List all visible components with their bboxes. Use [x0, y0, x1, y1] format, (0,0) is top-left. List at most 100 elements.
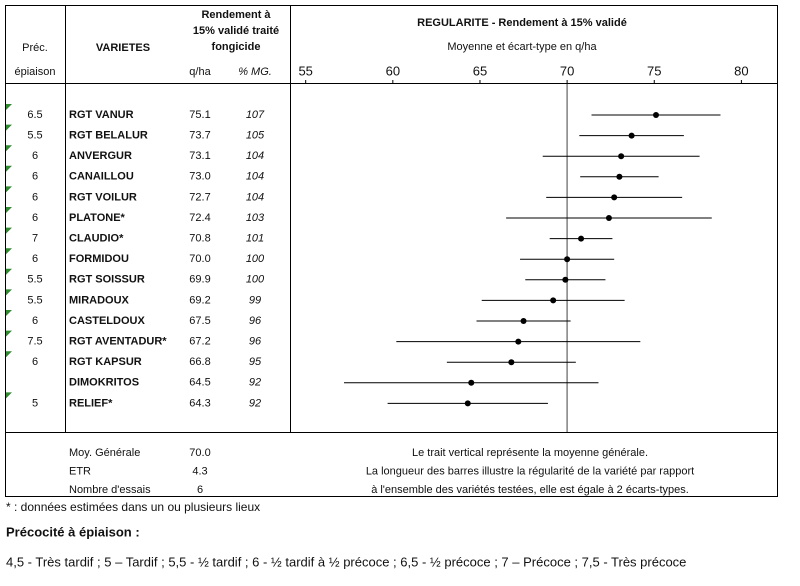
percent-mg: 95 — [249, 356, 262, 368]
precocity: 6 — [32, 315, 38, 327]
mean-dot — [515, 338, 522, 345]
precocity-marker — [6, 227, 12, 234]
header-qha: q/ha — [189, 66, 211, 78]
percent-mg: 104 — [246, 171, 264, 183]
yield: 67.5 — [189, 315, 210, 327]
chart-title: REGULARITE - Rendement à 15% validé — [417, 17, 627, 29]
x-tick-label: 80 — [734, 63, 748, 78]
mean-dot — [550, 297, 557, 304]
x-tick-label: 60 — [386, 63, 400, 78]
header-varietes: VARIETES — [96, 42, 150, 54]
summary-note: à l'ensemble des variétés testées, elle … — [371, 484, 689, 496]
yield: 69.9 — [189, 274, 210, 286]
yield: 73.7 — [189, 130, 210, 142]
header-prec: Préc. — [22, 42, 48, 54]
precocity-marker — [6, 330, 12, 337]
variety: RGT VANUR — [69, 109, 134, 121]
precocity-marker — [6, 124, 12, 131]
mean-dot — [578, 235, 585, 242]
variety: FORMIDOU — [69, 253, 129, 265]
precocity: 6 — [32, 191, 38, 203]
percent-mg: 96 — [249, 315, 262, 327]
variety: CANAILLOU — [69, 171, 134, 183]
precocity: 5 — [32, 397, 38, 409]
precocity-marker — [6, 145, 12, 152]
variety: CASTELDOUX — [69, 315, 145, 327]
summary-value: 4.3 — [192, 465, 207, 477]
precocity: 5.5 — [27, 274, 42, 286]
precocity: 6 — [32, 253, 38, 265]
x-tick-label: 55 — [298, 63, 312, 78]
percent-mg: 100 — [246, 253, 265, 265]
mean-dot — [520, 318, 527, 324]
percent-mg: 96 — [249, 336, 262, 348]
precocity: 5.5 — [27, 130, 42, 142]
precocity-marker — [6, 268, 12, 275]
percent-mg: 99 — [249, 294, 261, 306]
header-prec: épiaison — [15, 66, 56, 78]
percent-mg: 104 — [246, 150, 264, 162]
mean-dot — [564, 256, 571, 263]
variety: RGT VOILUR — [69, 191, 137, 203]
variety: RGT BELALUR — [69, 130, 148, 142]
precocity: 5.5 — [27, 294, 42, 306]
percent-mg: 103 — [246, 212, 265, 224]
precocity-marker — [6, 351, 12, 358]
mean-dot — [562, 276, 569, 283]
precocity-marker — [6, 165, 12, 172]
x-tick-label: 75 — [647, 63, 661, 78]
summary-label: ETR — [69, 465, 91, 477]
mean-dot — [468, 379, 475, 386]
mean-dot — [611, 194, 618, 201]
precocity: 6 — [32, 356, 38, 368]
variety: ANVERGUR — [69, 150, 132, 162]
percent-mg: 101 — [246, 233, 264, 245]
precocity-marker — [6, 104, 12, 110]
header-mg: % MG. — [238, 66, 272, 78]
variety: MIRADOUX — [69, 294, 130, 306]
variety: RELIEF* — [69, 397, 113, 409]
mean-dot — [618, 153, 625, 160]
yield: 69.2 — [189, 294, 210, 306]
precocity: 6 — [32, 150, 38, 162]
percent-mg: 92 — [249, 377, 261, 389]
table-border — [5, 5, 778, 497]
precocity-marker — [6, 207, 12, 213]
yield: 73.0 — [189, 171, 210, 183]
precocity-marker — [6, 392, 12, 399]
yield: 70.8 — [189, 233, 210, 245]
yield: 75.1 — [189, 109, 210, 121]
yield: 72.7 — [189, 191, 210, 203]
percent-mg: 92 — [249, 397, 261, 409]
mean-dot — [653, 112, 659, 118]
precocity-marker — [6, 186, 12, 193]
summary-value: 70.0 — [189, 447, 210, 459]
header-rendement: 15% validé traité — [193, 25, 279, 37]
mean-dot — [464, 400, 471, 407]
legend-text: 4,5 - Très tardif ; 5 – Tardif ; 5,5 - ½… — [6, 554, 686, 569]
mean-dot — [628, 132, 635, 139]
summary-label: Nombre d'essais — [69, 484, 151, 496]
mean-dot — [616, 173, 623, 180]
precocity-marker — [6, 310, 12, 316]
chart-subtitle: Moyenne et écart-type en q/ha — [447, 41, 597, 53]
precocity: 6 — [32, 171, 38, 183]
percent-mg: 100 — [246, 274, 265, 286]
yield: 72.4 — [189, 212, 210, 224]
yield: 66.8 — [189, 356, 210, 368]
variety: PLATONE* — [69, 212, 126, 224]
precocity-marker — [6, 248, 12, 255]
yield: 67.2 — [189, 336, 210, 348]
header-rendement: fongicide — [212, 41, 261, 53]
yield: 64.5 — [189, 377, 210, 389]
legend-title: Précocité à épiaison : — [6, 524, 140, 539]
variety: RGT AVENTADUR* — [69, 336, 167, 348]
summary-note: Le trait vertical représente la moyenne … — [412, 447, 648, 459]
yield: 70.0 — [189, 253, 210, 265]
summary-label: Moy. Générale — [69, 447, 140, 459]
summary-note: La longueur des barres illustre la régul… — [366, 465, 694, 477]
yield: 64.3 — [189, 397, 210, 409]
variety: DIMOKRITOS — [69, 377, 139, 389]
